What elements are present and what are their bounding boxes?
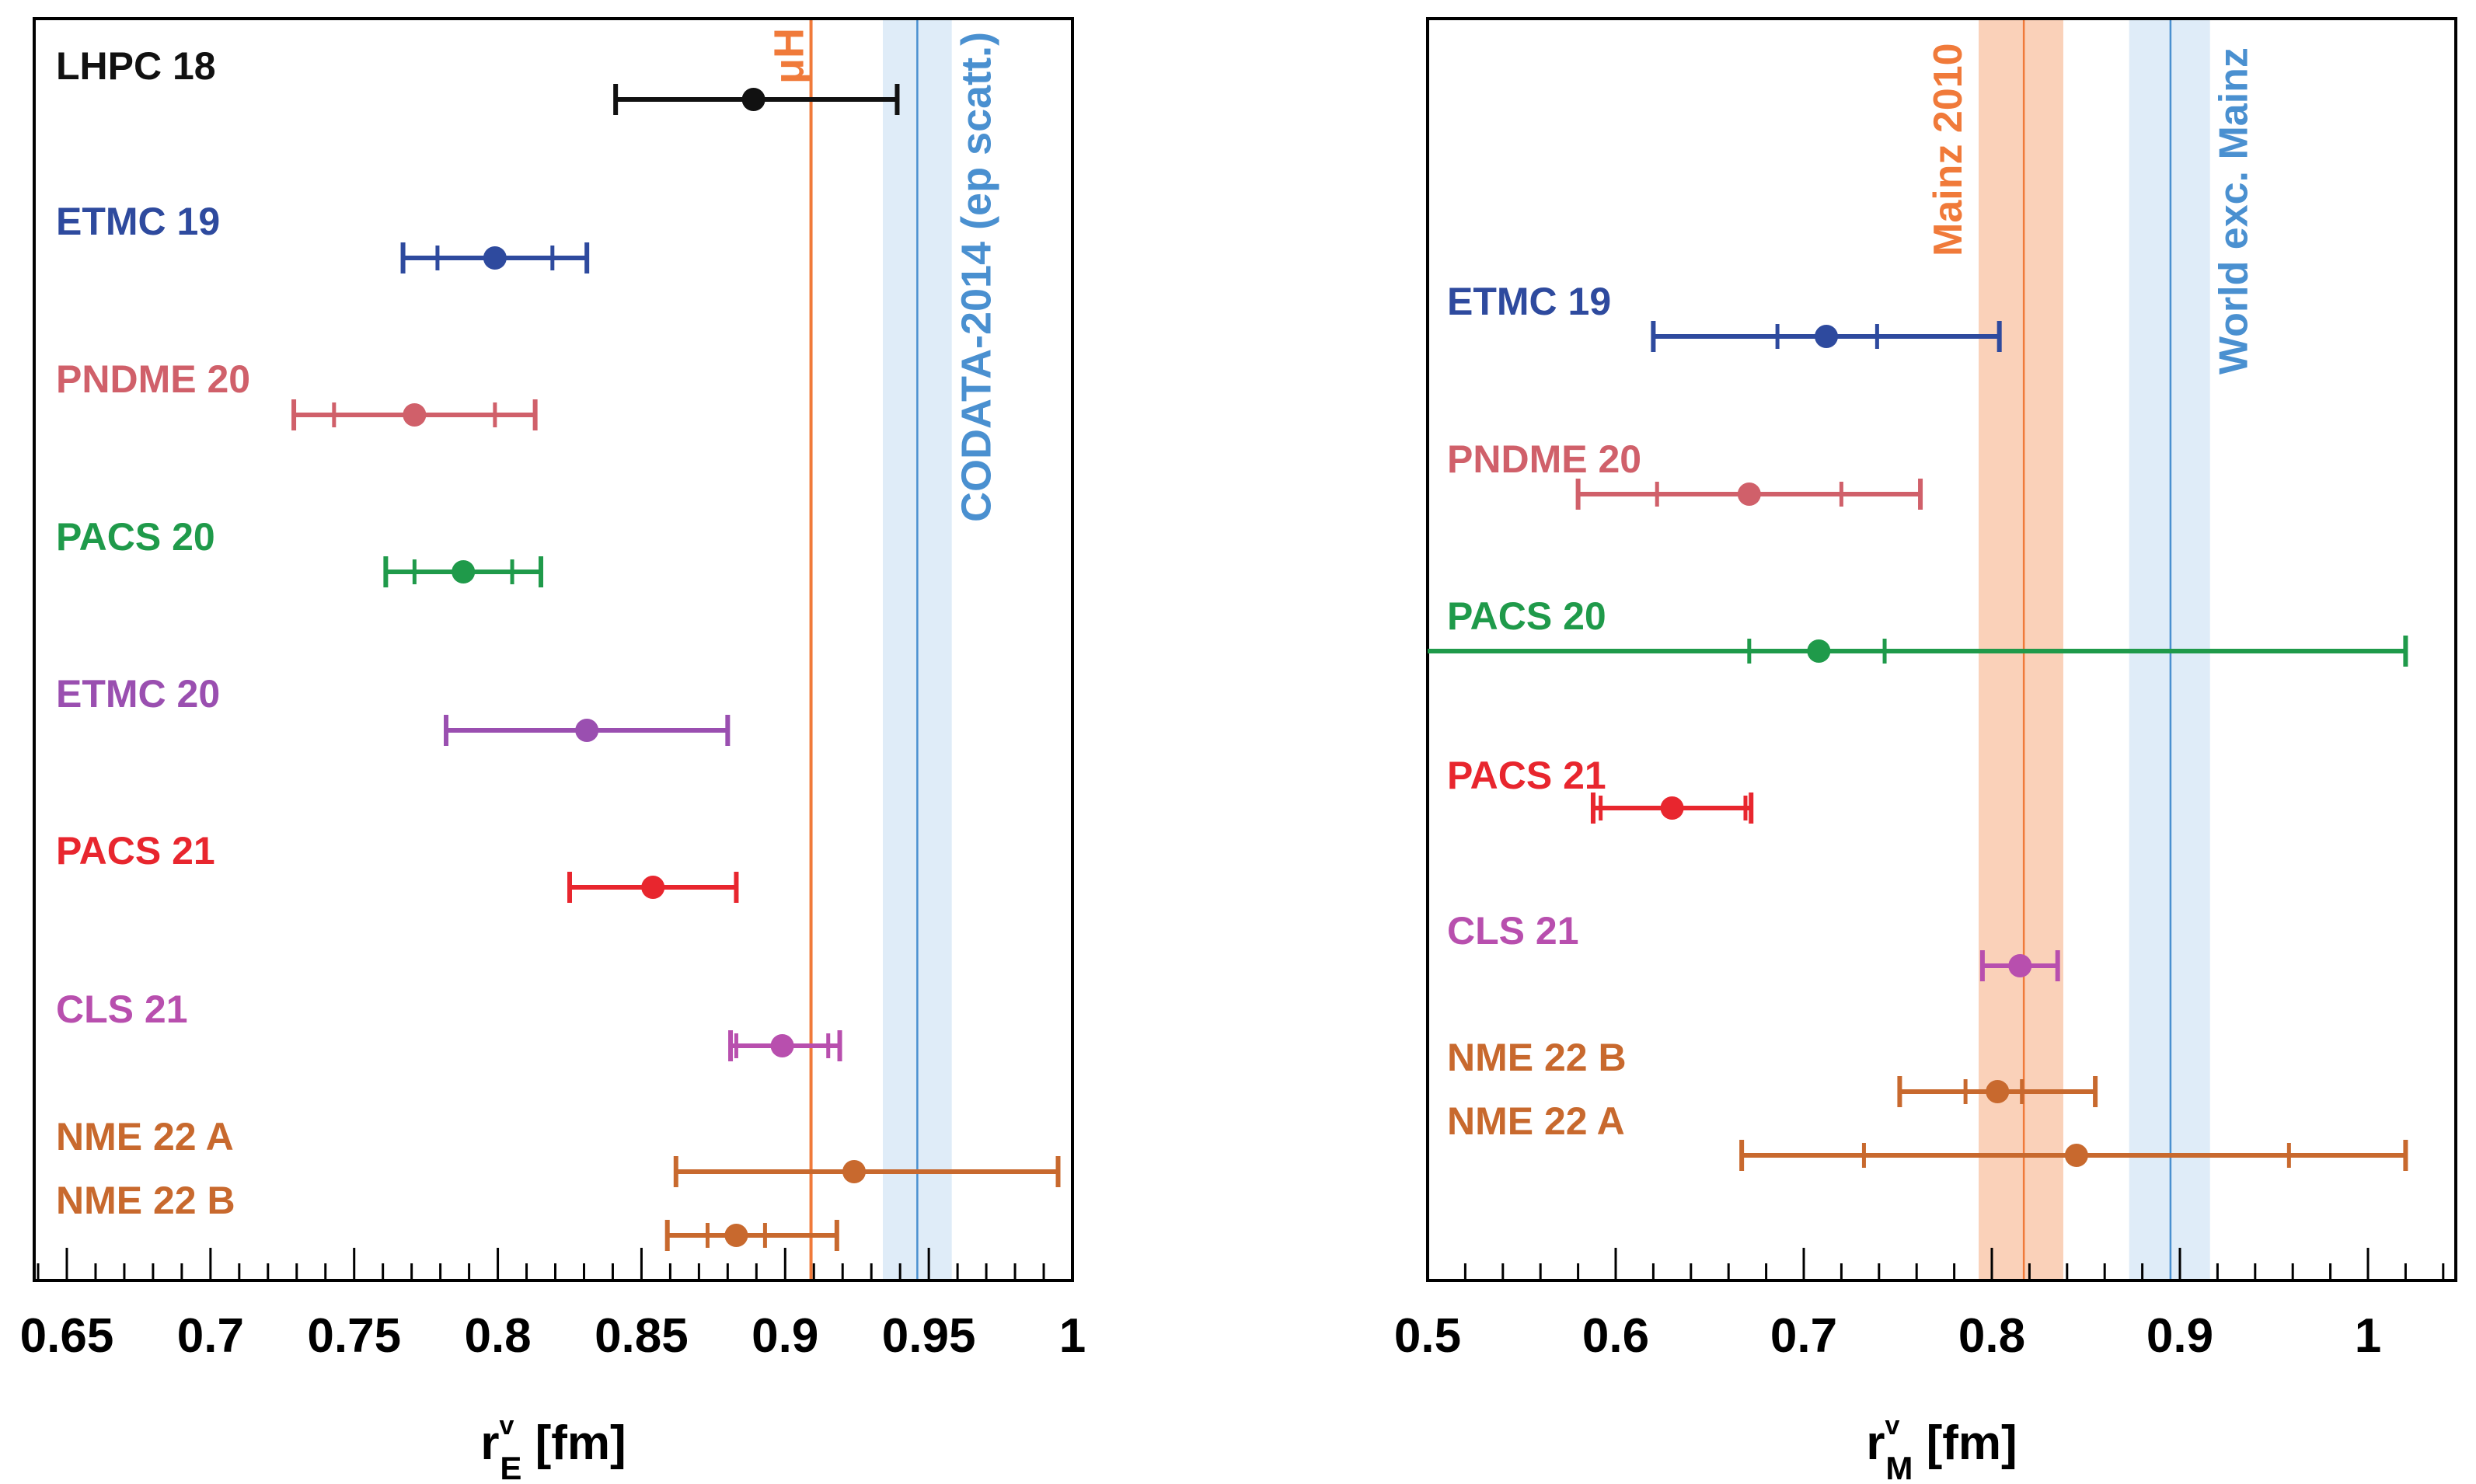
x-axis-label-sub: E <box>500 1450 521 1484</box>
x-tick-label: 0.7 <box>1770 1309 1837 1363</box>
annotation-codata-2014-ep-scatt: CODATA-2014 (ep scatt.) <box>954 32 1000 522</box>
x-axis-label-unit: [fm] <box>1913 1416 2017 1470</box>
data-point-pndme-20 <box>1737 482 1761 506</box>
series-label-pndme-20: PNDME 20 <box>56 357 250 401</box>
data-point-nme-22-a <box>2064 1144 2088 1167</box>
x-axis-label-sup: v <box>1885 1411 1899 1440</box>
x-axis-label-sub: M <box>1885 1450 1913 1484</box>
series-label-pndme-20: PNDME 20 <box>1447 437 1641 481</box>
x-tick-label: 0.7 <box>177 1309 244 1363</box>
x-axis-label-main: r <box>480 1416 499 1470</box>
x-tick-label: 0.6 <box>1582 1309 1649 1363</box>
data-point-nme-22-b <box>724 1224 748 1247</box>
x-tick-label: 1 <box>1059 1309 1086 1363</box>
data-point-pacs-20 <box>452 560 476 583</box>
series-label-etmc-20: ETMC 20 <box>56 672 220 716</box>
series-label-pacs-20: PACS 20 <box>56 515 215 559</box>
data-point-etmc-20 <box>575 719 599 742</box>
x-tick-label: 0.8 <box>464 1309 531 1363</box>
x-axis-label: rv E [fm] <box>480 1411 626 1484</box>
annotation-muh: μH <box>766 28 813 84</box>
x-tick-label: 0.9 <box>752 1309 818 1363</box>
series-label-pacs-21: PACS 21 <box>56 829 215 873</box>
x-tick-label: 0.85 <box>595 1309 689 1363</box>
series-label-nme-22-a: NME 22 A <box>56 1115 234 1158</box>
right-panel-magnetic-radius: 0.5 0.6 0.7 0.8 0.9 1 rv M [fm] Mainz 2010 World … <box>1394 17 2457 1484</box>
x-tick-label: 0.75 <box>307 1309 401 1363</box>
left-panel-electric-radius: 0.65 0.7 0.75 0.8 0.85 0.9 0.95 1 rv E [fm] μH CODA… <box>20 17 1086 1484</box>
series-label-etmc-19: ETMC 19 <box>56 200 220 243</box>
data-point-nme-22-a <box>842 1160 867 1183</box>
x-axis-label-sup: v <box>499 1411 514 1440</box>
data-point-cls-21 <box>770 1034 794 1057</box>
x-tick-label: 1 <box>2355 1309 2381 1363</box>
x-tick-label: 0.95 <box>882 1309 976 1363</box>
x-tick-label: 0.9 <box>2146 1309 2213 1363</box>
data-point-pacs-20 <box>1807 639 1831 663</box>
series-label-pacs-20: PACS 20 <box>1447 594 1606 638</box>
series-label-lhpc-18: LHPC 18 <box>56 44 216 88</box>
x-tick-label: 0.5 <box>1394 1309 1461 1363</box>
annotation-world-exc-mainz: World exc. Mainz <box>2212 47 2257 374</box>
series-label-nme-22-b: NME 22 B <box>1447 1036 1627 1079</box>
data-point-nme-22-b <box>1986 1080 2010 1103</box>
data-point-lhpc-18 <box>741 88 765 111</box>
series-label-nme-22-b: NME 22 B <box>56 1179 235 1222</box>
plot-frame-0 <box>33 17 1074 1282</box>
series-label-cls-21: CLS 21 <box>56 988 188 1031</box>
data-point-etmc-19 <box>483 246 507 270</box>
series-label-etmc-19: ETMC 19 <box>1447 280 1611 323</box>
series-label-nme-22-a: NME 22 A <box>1447 1099 1625 1143</box>
x-axis-label: rv M [fm] <box>1866 1411 2017 1484</box>
x-tick-label: 0.8 <box>1958 1309 2025 1363</box>
x-axis-label-unit: [fm] <box>521 1416 626 1470</box>
series-label-pacs-21: PACS 21 <box>1447 754 1606 797</box>
data-point-pacs-21 <box>1660 796 1684 820</box>
series-label-cls-21: CLS 21 <box>1447 909 1579 953</box>
x-axis-label-main: r <box>1866 1416 1885 1470</box>
data-point-etmc-19 <box>1815 325 1839 348</box>
annotation-mainz-2010: Mainz 2010 <box>1926 43 1971 256</box>
data-point-pndme-20 <box>403 403 427 427</box>
data-point-pacs-21 <box>641 876 665 899</box>
x-tick-label: 0.65 <box>20 1309 114 1363</box>
data-point-cls-21 <box>2008 954 2032 977</box>
